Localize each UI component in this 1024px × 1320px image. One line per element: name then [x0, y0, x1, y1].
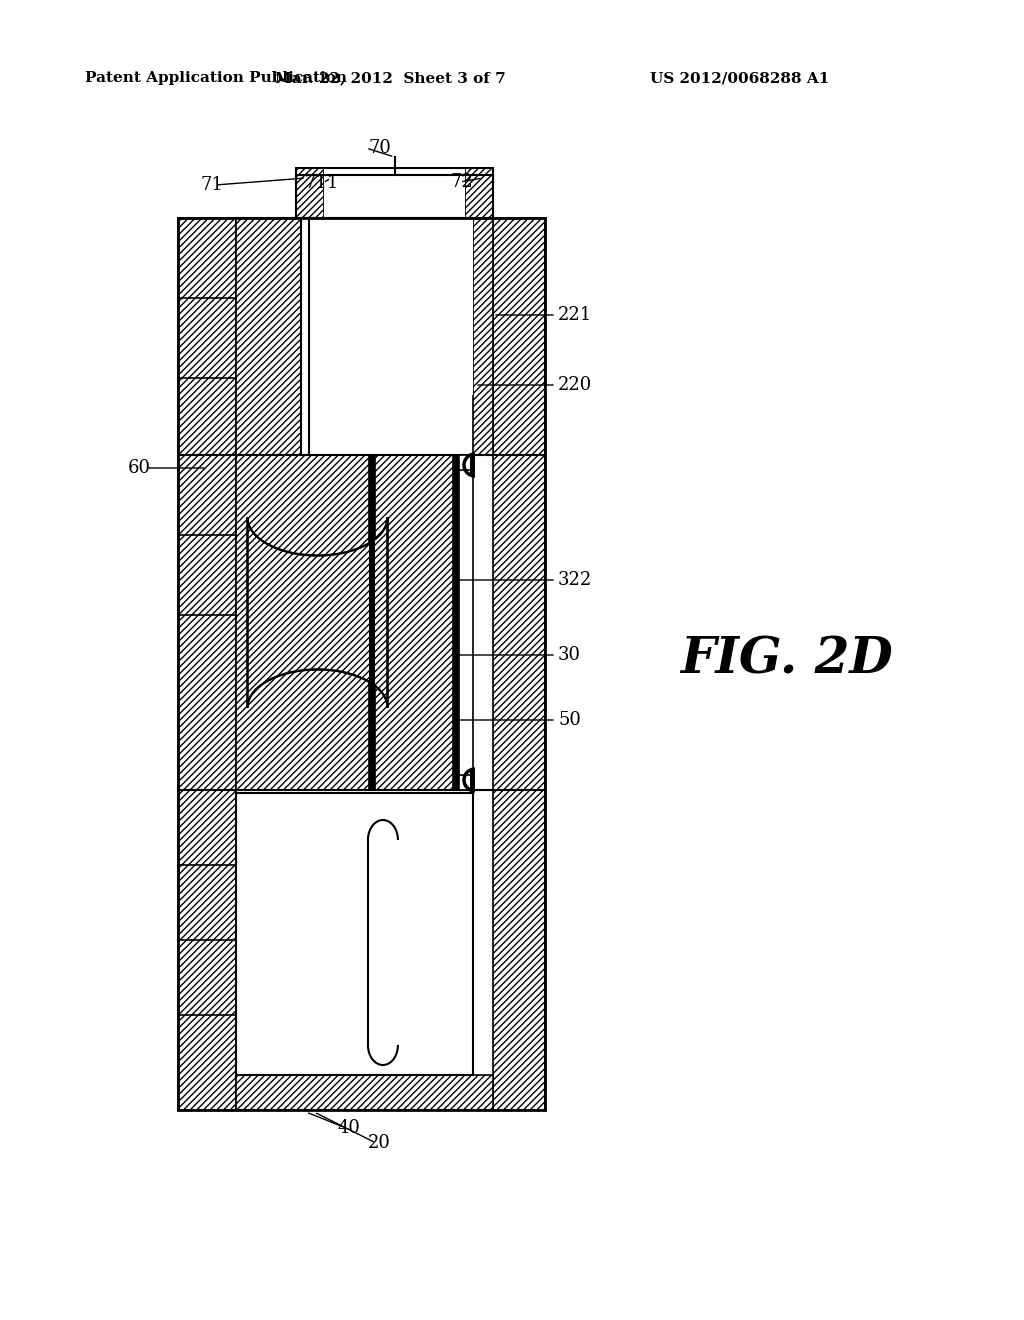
Bar [473, 218, 493, 455]
Bar [236, 1074, 493, 1110]
Bar [453, 455, 459, 789]
Bar [178, 218, 545, 1110]
Bar [236, 455, 369, 789]
Text: 30: 30 [558, 645, 581, 664]
Text: FIG. 2D: FIG. 2D [680, 635, 893, 685]
Bar [178, 218, 236, 1110]
Bar [296, 168, 324, 218]
Text: 322: 322 [558, 572, 592, 589]
Bar [324, 168, 465, 218]
Text: 221: 221 [558, 306, 592, 323]
Bar [470, 454, 475, 477]
Text: 71: 71 [200, 176, 223, 194]
Bar [236, 793, 473, 1074]
Text: 20: 20 [368, 1134, 391, 1152]
Bar [369, 455, 375, 789]
Bar [465, 168, 493, 218]
Text: 711: 711 [305, 174, 339, 191]
Polygon shape [248, 517, 387, 708]
Bar [459, 455, 473, 470]
Text: 70: 70 [368, 139, 391, 157]
Bar [309, 218, 473, 395]
Text: Patent Application Publication: Patent Application Publication [85, 71, 347, 84]
Bar [459, 775, 473, 789]
Bar [459, 470, 473, 775]
Bar [493, 218, 545, 1110]
Text: Mar. 22, 2012  Sheet 3 of 7: Mar. 22, 2012 Sheet 3 of 7 [274, 71, 506, 84]
Bar [236, 218, 301, 455]
Text: 40: 40 [338, 1119, 360, 1137]
Text: 72: 72 [450, 173, 473, 191]
Bar [375, 455, 453, 789]
Text: 50: 50 [558, 711, 581, 729]
Bar [470, 770, 475, 791]
Text: US 2012/0068288 A1: US 2012/0068288 A1 [650, 71, 829, 84]
Bar [296, 168, 493, 218]
Text: 60: 60 [128, 459, 151, 477]
Text: 220: 220 [558, 376, 592, 393]
